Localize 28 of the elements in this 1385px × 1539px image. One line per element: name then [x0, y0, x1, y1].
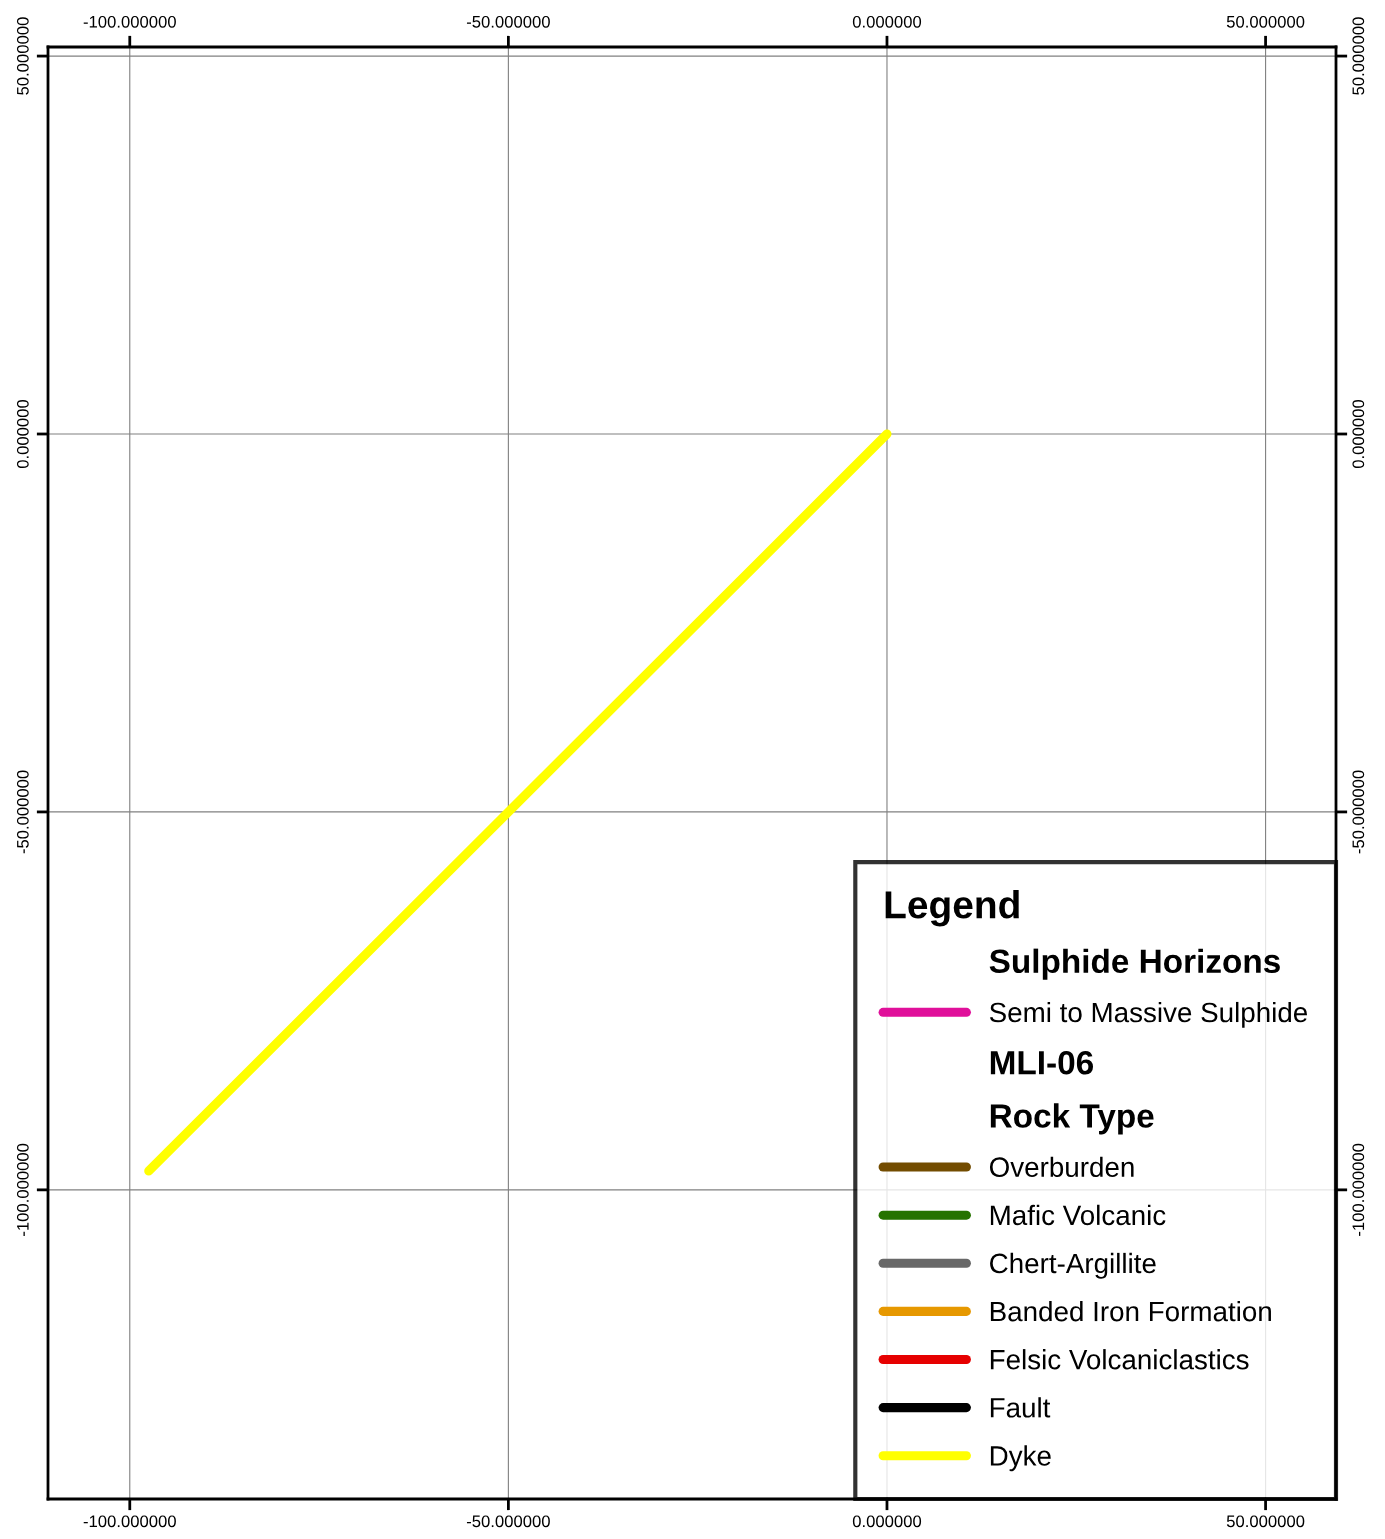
text: -50.000000 — [466, 15, 550, 28]
legend-label: Mafic Volcanic — [990, 1204, 1166, 1226]
legend-label: Overburden — [989, 1156, 1134, 1178]
x-tick-label: 50.000000 — [1226, 1515, 1305, 1528]
text: 50.000000 — [1226, 15, 1305, 28]
legend-label: Dyke — [990, 1445, 1051, 1472]
legend-label: Fault — [990, 1397, 1051, 1418]
y-tick-label: -50.000000 — [1352, 770, 1365, 854]
legend-label: Banded Iron Formation — [990, 1300, 1271, 1322]
x-tick-label: 0.000000 — [852, 1515, 922, 1528]
annotation: Rock Type — [990, 1103, 1154, 1135]
text: -100.000000 — [83, 15, 176, 28]
y-tick-label: -100.000000 — [1352, 1143, 1365, 1236]
annotation: Sulphide Horizons — [989, 948, 1280, 980]
legend-title: Legend — [885, 889, 1019, 927]
text: 0.000000 — [852, 15, 922, 28]
text: 0.000000 — [16, 399, 29, 469]
x-tick-label: -50.000000 — [466, 1515, 550, 1528]
legend-label: Semi to Massive Sulphide — [989, 1001, 1307, 1028]
text: -50.000000 — [16, 770, 29, 854]
annotation: MLI-06 — [990, 1050, 1093, 1075]
text: 50.000000 — [16, 17, 29, 95]
text: -100.000000 — [16, 1143, 29, 1236]
y-tick-label: 50.000000 — [1352, 17, 1365, 95]
legend-label: Felsic Volcaniclastics — [990, 1349, 1249, 1370]
y-tick-label: 0.000000 — [1352, 399, 1365, 469]
legend-label: Chert-Argillite — [990, 1252, 1156, 1279]
x-tick-label: -100.000000 — [83, 1515, 176, 1528]
